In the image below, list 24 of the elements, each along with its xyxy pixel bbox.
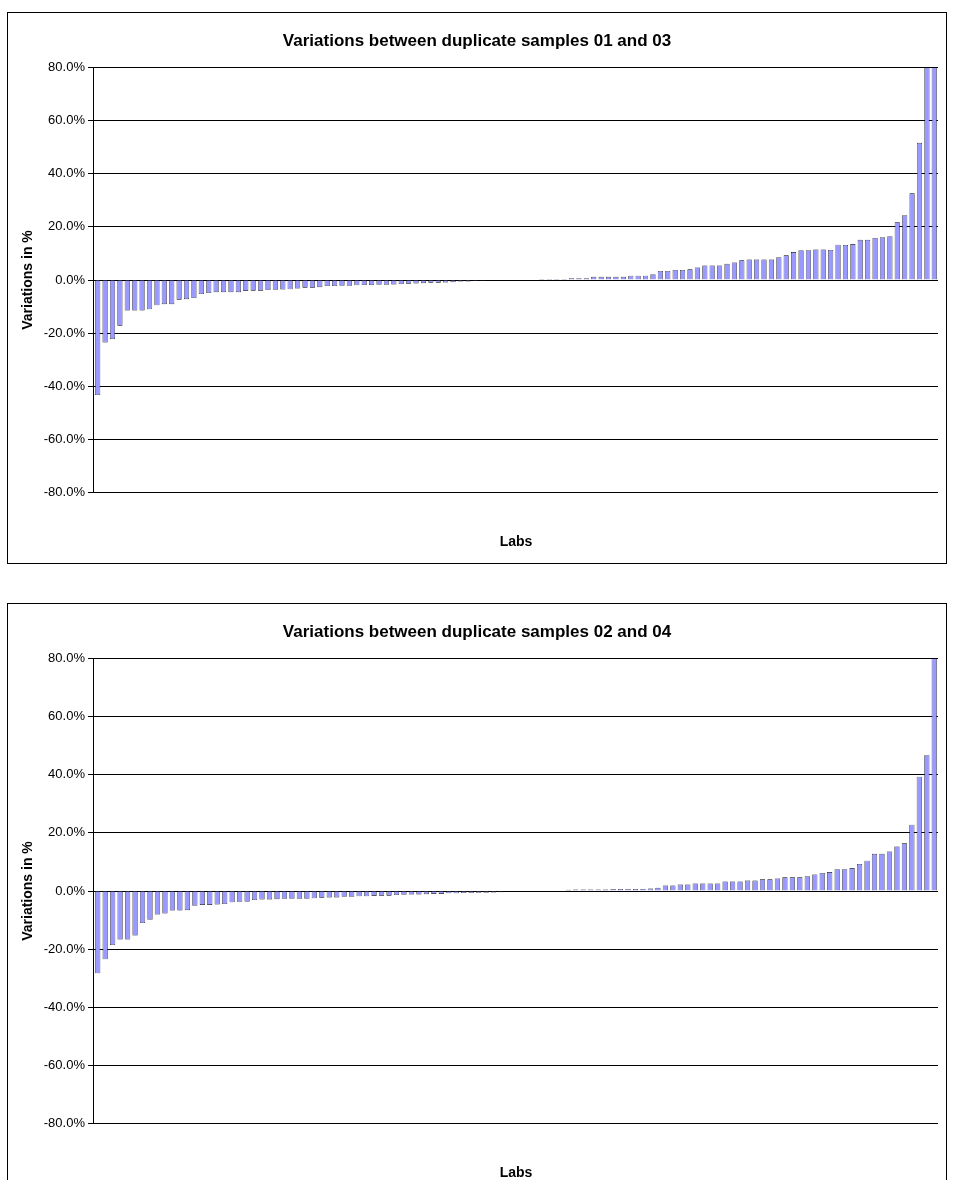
y-tick-label: -60.0% [43,1057,86,1073]
y-tick-label: 80.0% [48,649,86,665]
y-tick-label: 60.0% [48,112,86,128]
y-axis-title: Variations in % [19,840,36,941]
y-tick-label: 20.0% [48,218,86,234]
x-axis-title: Labs [499,533,533,550]
y-tick-label: -40.0% [43,998,86,1014]
y-tick-label: 0.0% [55,271,86,287]
y-tick-label: 60.0% [48,708,86,724]
y-tick-label: 80.0% [48,58,86,74]
y-tick-label: -20.0% [43,324,86,340]
y-tick-label: 0.0% [55,882,86,898]
chart-title: Variations between duplicate samples 02 and 04 [282,621,672,641]
y-tick-label: 40.0% [48,766,86,782]
y-tick-label: -40.0% [43,377,86,393]
y-tick-label: -80.0% [43,1115,86,1131]
y-tick-label: 40.0% [48,165,86,181]
y-tick-label: -20.0% [43,940,86,956]
y-tick-label: -80.0% [43,484,86,500]
y-axis-title: Variations in % [19,229,36,330]
x-axis-title: Labs [499,1164,533,1180]
chart-title: Variations between duplicate samples 01 and 03 [282,30,672,50]
y-tick-label: 20.0% [48,824,86,840]
y-tick-label: -60.0% [43,431,86,447]
